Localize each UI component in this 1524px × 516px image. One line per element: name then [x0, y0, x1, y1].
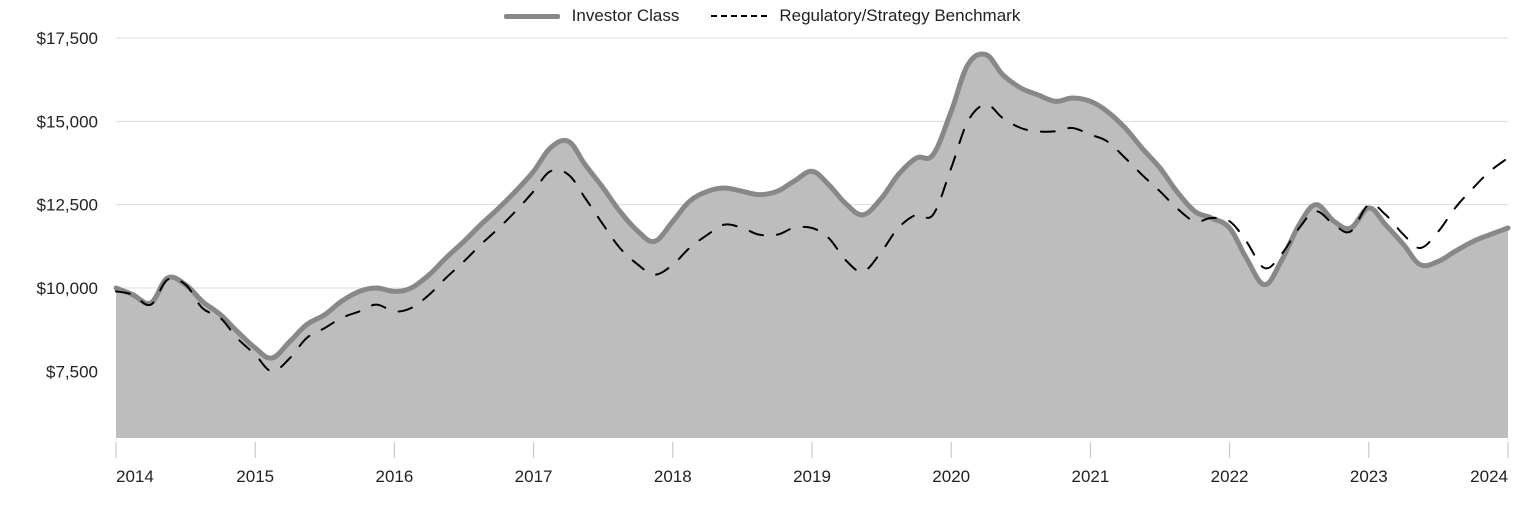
legend-swatch-solid — [504, 14, 560, 19]
svg-text:2014: 2014 — [116, 467, 154, 486]
svg-text:$7,500: $7,500 — [46, 362, 98, 381]
legend-label: Investor Class — [572, 6, 680, 26]
svg-text:2016: 2016 — [375, 467, 413, 486]
svg-text:2015: 2015 — [236, 467, 274, 486]
svg-text:2019: 2019 — [793, 467, 831, 486]
svg-text:$12,500: $12,500 — [37, 196, 98, 215]
growth-chart: Investor Class Regulatory/Strategy Bench… — [0, 0, 1524, 516]
chart-svg: $7,500$10,000$12,500$15,000$17,500201420… — [0, 0, 1524, 516]
svg-text:2020: 2020 — [932, 467, 970, 486]
svg-text:2017: 2017 — [515, 467, 553, 486]
svg-text:2018: 2018 — [654, 467, 692, 486]
chart-legend: Investor Class Regulatory/Strategy Bench… — [0, 6, 1524, 26]
area-investor-class — [116, 54, 1508, 438]
x-axis: 2014 2015 2016 2017 2018 2019 2020 2021 2022 2023… — [116, 442, 1508, 486]
legend-swatch-dash — [711, 15, 767, 17]
svg-text:2023: 2023 — [1350, 467, 1388, 486]
legend-item-investor: Investor Class — [504, 6, 680, 26]
legend-item-benchmark: Regulatory/Strategy Benchmark — [711, 6, 1020, 26]
svg-text:2022: 2022 — [1211, 467, 1249, 486]
svg-text:$10,000: $10,000 — [37, 279, 98, 298]
svg-text:2024: 2024 — [1470, 467, 1508, 486]
legend-label: Regulatory/Strategy Benchmark — [779, 6, 1020, 26]
svg-text:$15,000: $15,000 — [37, 112, 98, 131]
svg-text:$17,500: $17,500 — [37, 29, 98, 48]
y-axis: $7,500 $10,000 $12,500 $15,000 $17,500 — [37, 29, 98, 381]
svg-text:2021: 2021 — [1071, 467, 1109, 486]
